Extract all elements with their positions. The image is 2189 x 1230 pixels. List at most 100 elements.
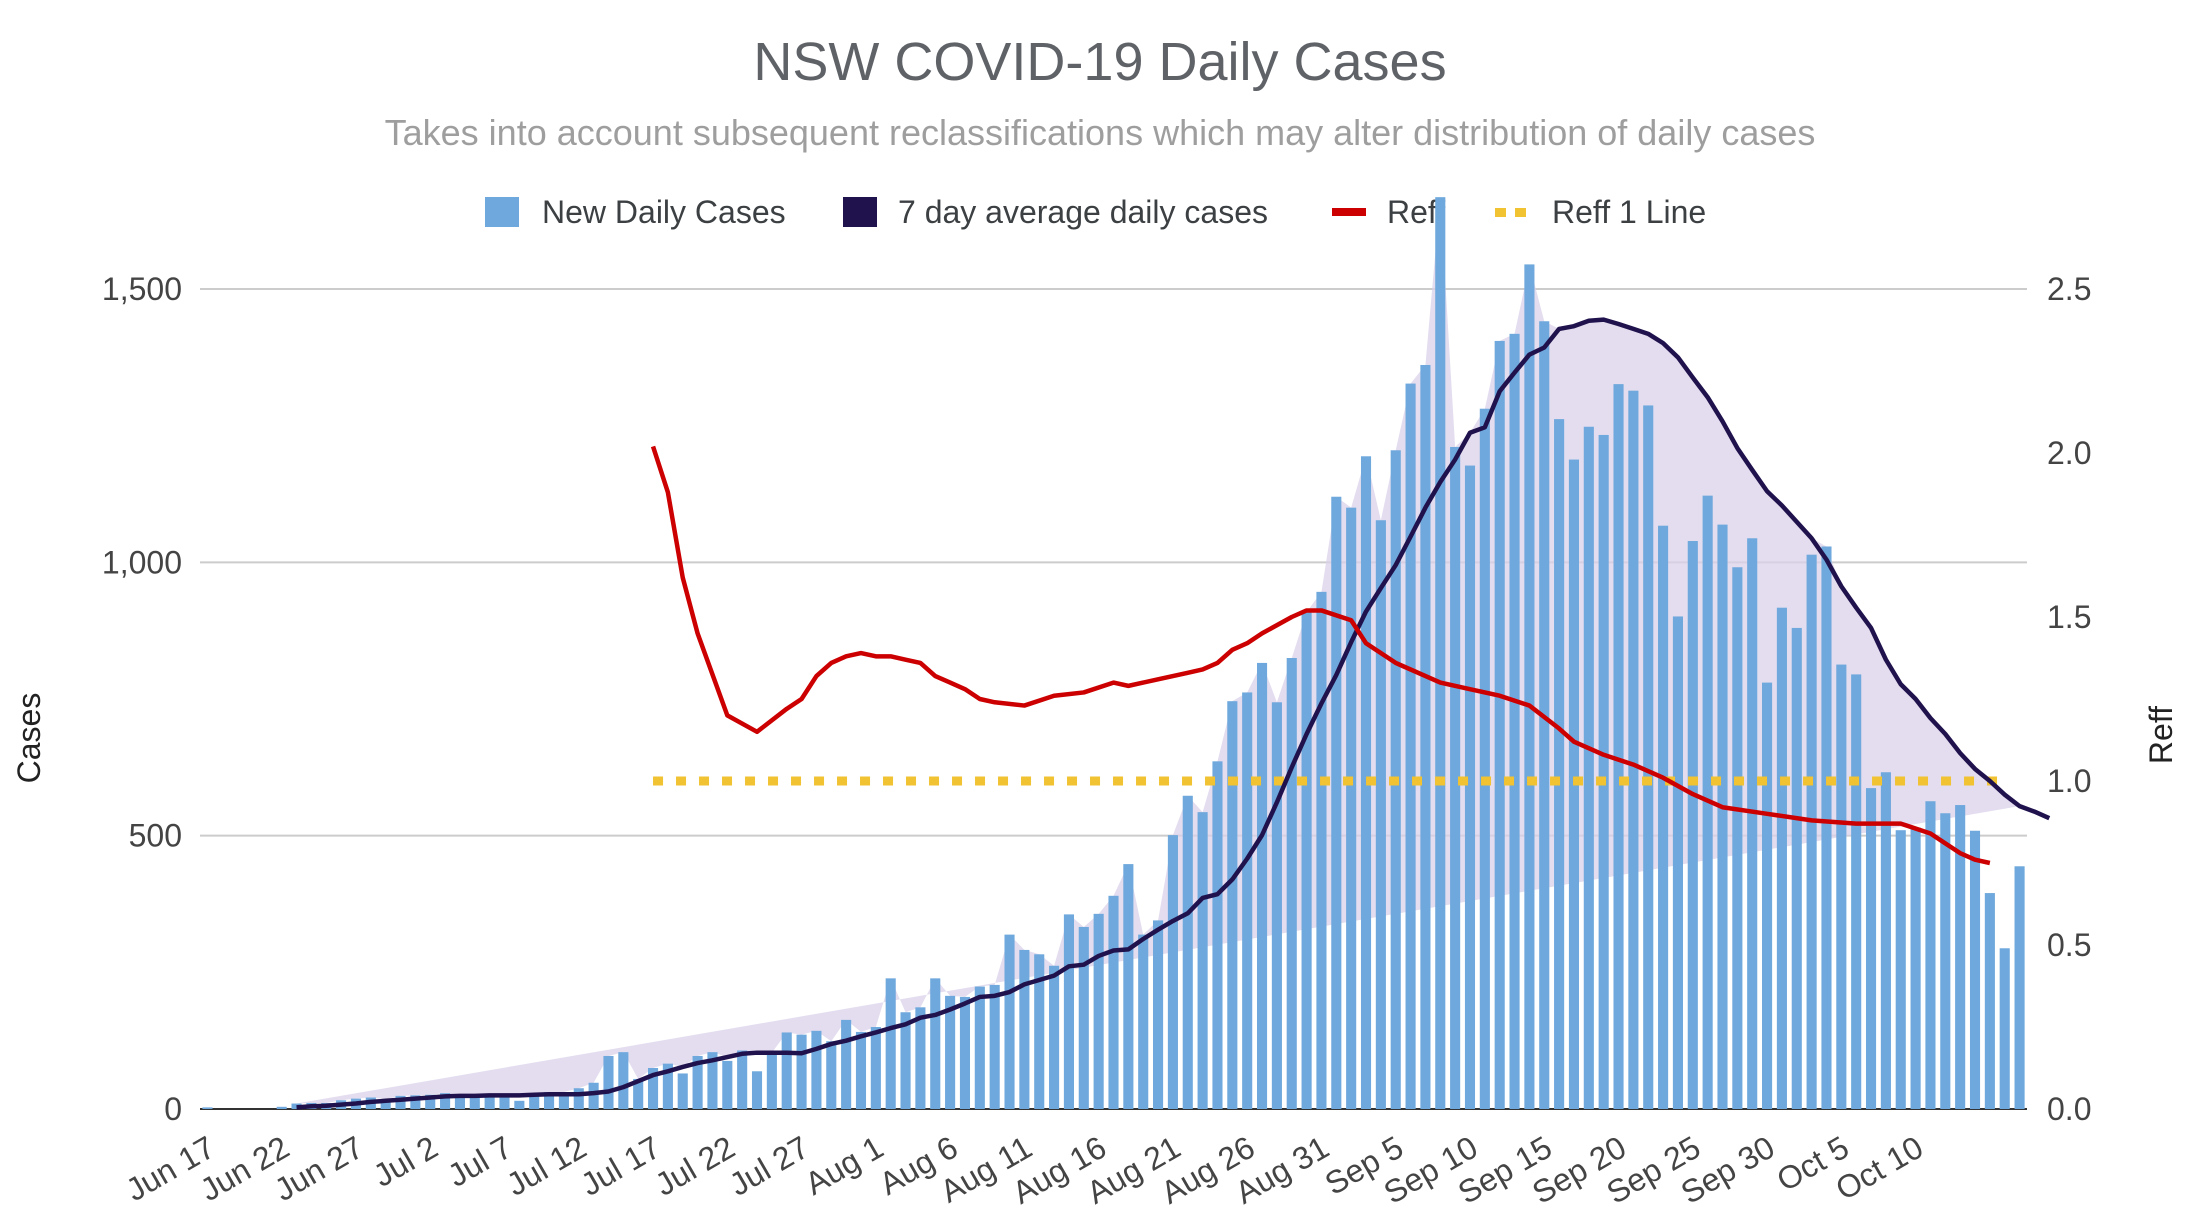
y-axis-title: Cases	[11, 693, 47, 784]
bar	[781, 1032, 792, 1109]
bar	[692, 1055, 703, 1109]
bar	[1672, 616, 1683, 1109]
bar	[410, 1095, 421, 1109]
bar	[1969, 830, 1981, 1109]
bar	[1925, 801, 1936, 1109]
bar	[425, 1094, 436, 1109]
bar	[1791, 627, 1802, 1109]
bar	[499, 1095, 510, 1109]
bar	[959, 996, 971, 1109]
bar	[841, 1019, 852, 1109]
y2-tick-label: 0.0	[2047, 1091, 2091, 1127]
right-axis: 0.0 0.5 1.0 1.5 2.0 2.5	[2047, 271, 2091, 1127]
bar	[440, 1093, 451, 1109]
bar	[1643, 405, 1654, 1109]
bar	[1405, 383, 1416, 1109]
bar	[1464, 465, 1476, 1109]
bar	[1182, 795, 1193, 1109]
bar	[930, 978, 941, 1109]
bar	[870, 1027, 881, 1109]
bar	[915, 1007, 926, 1109]
bar	[737, 1050, 748, 1109]
bar	[796, 1034, 807, 1109]
x-tick-label: Jul 22	[649, 1129, 741, 1203]
y2-tick-label: 0.5	[2047, 927, 2091, 963]
bar	[1153, 920, 1164, 1109]
bar	[1108, 895, 1119, 1109]
bar	[1509, 333, 1520, 1109]
bar	[380, 1099, 391, 1109]
bar	[1851, 674, 1862, 1109]
chart-title: NSW COVID-19 Daily Cases	[753, 32, 1446, 92]
legend-label-reff-1-line: Reff 1 Line	[1552, 194, 1706, 230]
bar	[514, 1100, 525, 1109]
bar	[1123, 864, 1134, 1109]
bar	[1360, 456, 1372, 1109]
bar	[945, 995, 956, 1109]
bar	[1747, 538, 1758, 1109]
x-tick-label: Oct 10	[1829, 1129, 1929, 1207]
bar	[989, 984, 1000, 1109]
bar	[1138, 934, 1149, 1109]
legend-swatch-reff-1-line-dot-1	[1495, 208, 1506, 217]
bar	[469, 1094, 480, 1109]
bar	[544, 1092, 555, 1109]
bar	[1093, 913, 1104, 1109]
y2-tick-label: 2.5	[2047, 271, 2091, 307]
bar	[1004, 934, 1015, 1109]
bar	[588, 1082, 599, 1109]
bar	[1687, 541, 1698, 1109]
y2-tick-label: 1.5	[2047, 599, 2091, 635]
bar	[454, 1095, 465, 1109]
bar	[1494, 340, 1505, 1109]
bar	[1821, 546, 1832, 1109]
legend: New Daily Cases 7 day average daily case…	[485, 194, 1706, 230]
x-tick-label: Aug 1	[799, 1129, 889, 1202]
x-tick-label: Jul 12	[500, 1129, 592, 1203]
bar	[1346, 507, 1357, 1110]
bar	[618, 1052, 629, 1109]
bar	[1435, 197, 1446, 1109]
bar	[1212, 761, 1223, 1109]
bar	[1375, 520, 1386, 1109]
bar	[751, 1071, 763, 1109]
bar	[603, 1055, 614, 1109]
y-tick-label: 0	[164, 1091, 182, 1127]
x-tick-label: Jul 17	[575, 1129, 667, 1203]
bar	[276, 1106, 287, 1109]
bar	[573, 1088, 584, 1109]
y-tick-label: 500	[129, 818, 182, 854]
legend-swatch-7-day-average	[843, 197, 877, 227]
bar	[722, 1060, 733, 1109]
bar	[1479, 408, 1490, 1110]
x-tick-label: Jul 27	[723, 1129, 815, 1203]
bar	[1420, 364, 1431, 1109]
bar	[662, 1063, 673, 1109]
left-axis: 0 500 1,000 1,500	[102, 271, 182, 1127]
bar	[1776, 607, 1787, 1109]
bar	[1717, 524, 1728, 1109]
bar	[1910, 827, 1921, 1109]
legend-swatch-new-daily-cases	[485, 197, 519, 227]
bar	[1880, 772, 1891, 1109]
bar	[1613, 384, 1624, 1109]
bar	[1583, 426, 1594, 1109]
bar	[1450, 446, 1461, 1109]
bar	[1984, 893, 1995, 1109]
bars	[202, 197, 2025, 1110]
7-day-average-line	[296, 317, 2051, 1110]
bar	[885, 978, 896, 1109]
y2-tick-label: 2.0	[2047, 435, 2091, 471]
bar	[707, 1052, 718, 1109]
y2-tick-label: 1.0	[2047, 763, 2091, 799]
bar	[558, 1092, 569, 1109]
bar	[1598, 434, 1609, 1110]
bar	[1895, 830, 1906, 1109]
bar	[1049, 965, 1060, 1109]
bar	[1806, 554, 1817, 1109]
bar	[1063, 914, 1074, 1109]
bar	[677, 1073, 688, 1109]
bar	[1762, 682, 1773, 1109]
